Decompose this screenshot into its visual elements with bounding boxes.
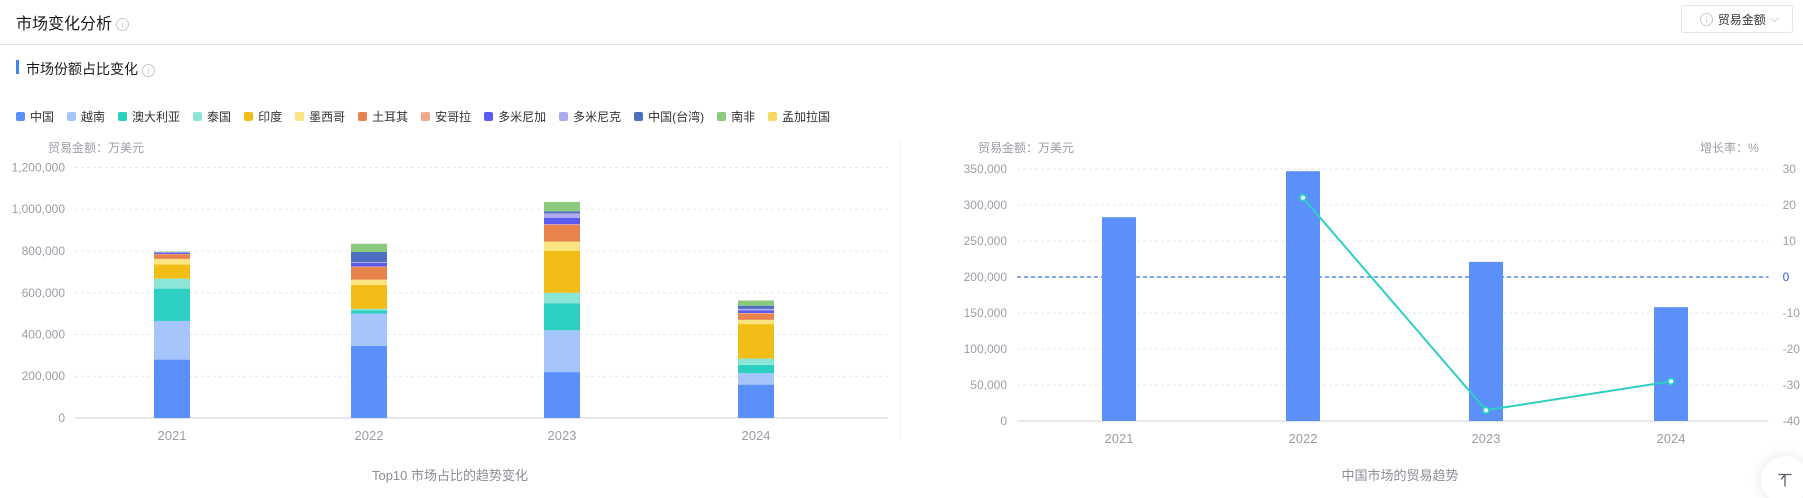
svg-text:-10: -10 <box>1783 306 1801 320</box>
svg-text:300,000: 300,000 <box>964 198 1008 212</box>
svg-text:20: 20 <box>1783 198 1797 212</box>
svg-text:2023: 2023 <box>1472 431 1501 446</box>
svg-text:10: 10 <box>1783 234 1797 248</box>
svg-text:0: 0 <box>58 411 65 425</box>
svg-text:600,000: 600,000 <box>22 286 66 300</box>
svg-text:400,000: 400,000 <box>22 328 66 342</box>
svg-text:1,000,000: 1,000,000 <box>12 202 66 216</box>
svg-text:200,000: 200,000 <box>964 270 1008 284</box>
svg-text:50,000: 50,000 <box>970 378 1007 392</box>
svg-text:1,200,000: 1,200,000 <box>12 161 66 175</box>
svg-text:100,000: 100,000 <box>964 342 1008 356</box>
svg-text:0: 0 <box>1783 270 1790 284</box>
svg-text:800,000: 800,000 <box>22 244 66 258</box>
svg-text:2023: 2023 <box>548 428 577 443</box>
svg-text:2024: 2024 <box>742 428 771 443</box>
svg-text:-20: -20 <box>1783 342 1801 356</box>
svg-text:2022: 2022 <box>1289 431 1318 446</box>
svg-text:-30: -30 <box>1783 378 1801 392</box>
svg-text:350,000: 350,000 <box>964 162 1008 176</box>
svg-text:2022: 2022 <box>355 428 384 443</box>
svg-text:150,000: 150,000 <box>964 306 1008 320</box>
svg-text:250,000: 250,000 <box>964 234 1008 248</box>
svg-text:0: 0 <box>1000 414 1007 428</box>
svg-text:2021: 2021 <box>158 428 187 443</box>
svg-text:-40: -40 <box>1783 414 1801 428</box>
svg-text:2021: 2021 <box>1105 431 1134 446</box>
svg-text:200,000: 200,000 <box>22 369 66 383</box>
svg-text:30: 30 <box>1783 162 1797 176</box>
svg-text:2024: 2024 <box>1657 431 1686 446</box>
